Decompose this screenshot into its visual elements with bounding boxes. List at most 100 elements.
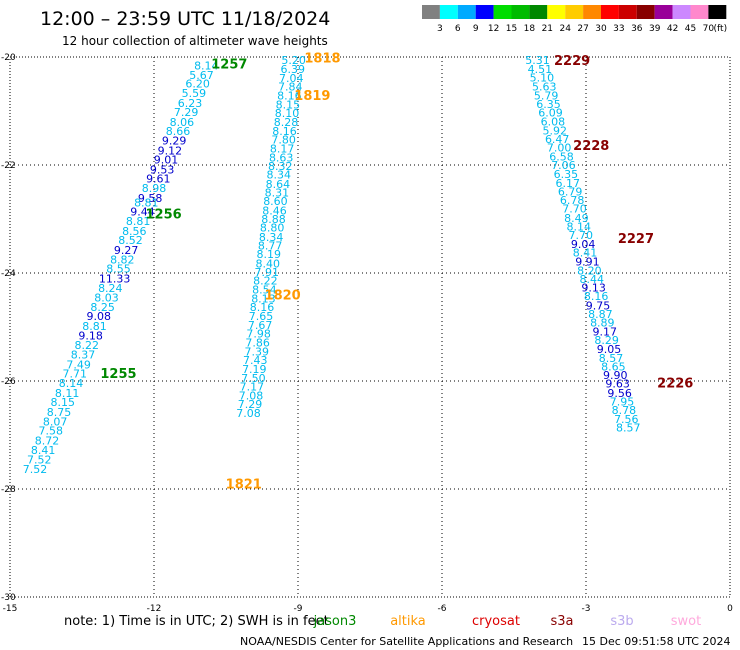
- wave-height-label: 9.17: [592, 325, 617, 338]
- colorbar-label: (ft): [714, 24, 728, 34]
- wave-height-label: 8.15: [276, 99, 301, 112]
- wave-height-label: 9.90: [603, 369, 628, 382]
- wave-height-label: 8.81: [134, 196, 159, 209]
- wave-height-label: 7.52: [27, 453, 52, 466]
- colorbar-swatch: [439, 5, 458, 19]
- wave-height-label: 9.29: [162, 135, 187, 148]
- y-tick-label: -30: [1, 593, 16, 603]
- colorbar-label: 45: [685, 24, 696, 34]
- colorbar-swatch: [547, 5, 566, 19]
- wave-height-label: 8.07: [43, 416, 68, 429]
- wave-height-label: 7.80: [271, 134, 296, 147]
- wave-height-label: 9.13: [581, 282, 606, 295]
- wave-height-label: 8.52: [118, 234, 143, 247]
- colorbar-swatch: [457, 5, 476, 19]
- wave-height-label: 8.25: [90, 301, 115, 314]
- colorbar-label: 21: [542, 24, 553, 34]
- pass-number-label: 1257: [211, 57, 247, 72]
- pass-number-label: 2227: [618, 232, 654, 247]
- colorbar-label: 15: [506, 24, 517, 34]
- wave-height-label: 8.13: [251, 292, 276, 305]
- wave-height-label: 9.08: [87, 310, 112, 323]
- wave-height-label: 8.14: [567, 221, 592, 234]
- x-tick-label: -15: [3, 604, 18, 614]
- wave-height-label: 8.34: [267, 169, 292, 182]
- y-tick-label: -22: [1, 161, 16, 171]
- wave-height-label: 7.29: [174, 106, 199, 119]
- wave-height-label: 9.91: [575, 256, 600, 269]
- wave-height-label: 8.31: [265, 187, 290, 200]
- wave-height-label: 9.12: [158, 144, 183, 157]
- wave-height-label: 6.23: [178, 97, 203, 110]
- wave-height-label: 8.41: [31, 444, 56, 457]
- x-tick-label: -6: [438, 604, 447, 614]
- colorbar-swatch: [636, 5, 655, 19]
- wave-height-label: 9.75: [586, 299, 611, 312]
- grid-lines: [10, 57, 730, 597]
- wave-height-label: 8.57: [616, 421, 641, 434]
- satellite-legend-altika: altika: [390, 614, 426, 629]
- wave-height-label: 7.98: [246, 327, 271, 340]
- wave-height-label: 8.64: [266, 178, 291, 191]
- wave-height-label: 6.39: [280, 63, 305, 76]
- colorbar-swatch: [422, 5, 440, 19]
- wave-height-label: 8.29: [594, 334, 619, 347]
- wave-height-label: 8.15: [51, 396, 76, 409]
- pass-number-label: 1819: [294, 89, 330, 104]
- wave-height-label: 8.89: [590, 317, 615, 330]
- colorbar-label: 36: [631, 24, 643, 34]
- satellite-legend-swot: swot: [671, 614, 701, 629]
- wave-height-label: 8.19: [256, 248, 281, 261]
- wave-height-label: 8.49: [564, 212, 589, 225]
- colorbar-swatch: [672, 5, 691, 19]
- wave-height-label: 8.72: [35, 434, 60, 447]
- colorbar-label: 24: [559, 24, 571, 34]
- wave-height-label: 8.63: [269, 151, 294, 164]
- plot-frame: [9, 56, 731, 598]
- wave-height-label: 8.10: [275, 107, 300, 120]
- wave-height-label: 7.56: [614, 413, 639, 426]
- wave-height-label: 7.08: [239, 390, 264, 403]
- wave-height-label: 7.52: [23, 463, 48, 476]
- wave-height-label: 8.98: [142, 182, 167, 195]
- wave-height-label: 9.58: [138, 192, 163, 205]
- wave-height-label: 8.22: [75, 339, 100, 352]
- wave-height-label: 9.44: [130, 205, 155, 218]
- footer-credit: NOAA/NESDIS Center for Satellite Applica…: [240, 635, 573, 648]
- wave-height-label: 8.24: [98, 282, 123, 295]
- satellite-legend-s3b: s3b: [610, 614, 633, 629]
- wave-height-label: 8.66: [166, 125, 191, 138]
- colorbar-swatch: [565, 5, 584, 19]
- wave-height-label: 7.50: [241, 372, 266, 385]
- colorbar-swatch: [583, 5, 601, 19]
- wave-height-label: 8.16: [250, 301, 275, 314]
- wave-height-label: 8.78: [612, 404, 637, 417]
- wave-height-label: 8.41: [573, 246, 598, 259]
- wave-height-label: 5.20: [281, 54, 306, 67]
- wave-height-label: 7.49: [66, 358, 91, 371]
- wave-height-label: 7.06: [551, 159, 576, 172]
- track-jason3: 8.145.676.205.596.237.298.068.669.299.12…: [23, 57, 248, 476]
- wave-height-label: 7.29: [238, 398, 263, 411]
- chart-title: 12:00 – 23:59 UTC 11/18/2024: [40, 8, 330, 30]
- colorbar-swatch: [708, 5, 727, 19]
- wave-height-label: 9.53: [150, 163, 175, 176]
- satellite-tracks: 8.145.676.205.596.237.298.068.669.299.12…: [23, 52, 694, 493]
- wave-height-label: 9.56: [607, 387, 632, 400]
- wave-height-label: 8.14: [59, 377, 84, 390]
- footer-note: note: 1) Time is in UTC; 2) SWH is in fe…: [64, 614, 329, 629]
- wave-height-label: 7.91: [255, 266, 280, 279]
- wave-height-label: 7.70: [568, 229, 593, 242]
- colorbar-label: 9: [473, 24, 479, 34]
- wave-height-label: 7.43: [243, 354, 268, 367]
- wave-height-label: 8.16: [277, 89, 302, 102]
- pass-number-label: 1821: [226, 478, 262, 493]
- colorbar-swatch: [529, 5, 548, 19]
- wave-height-label: 7.08: [236, 407, 261, 420]
- colorbar-swatch: [511, 5, 530, 19]
- pass-number-label: 2228: [573, 139, 609, 154]
- x-tick-label: -3: [582, 604, 591, 614]
- wave-height-label: 8.22: [253, 275, 278, 288]
- x-tick-label: -9: [294, 604, 303, 614]
- colorbar-swatch: [493, 5, 512, 19]
